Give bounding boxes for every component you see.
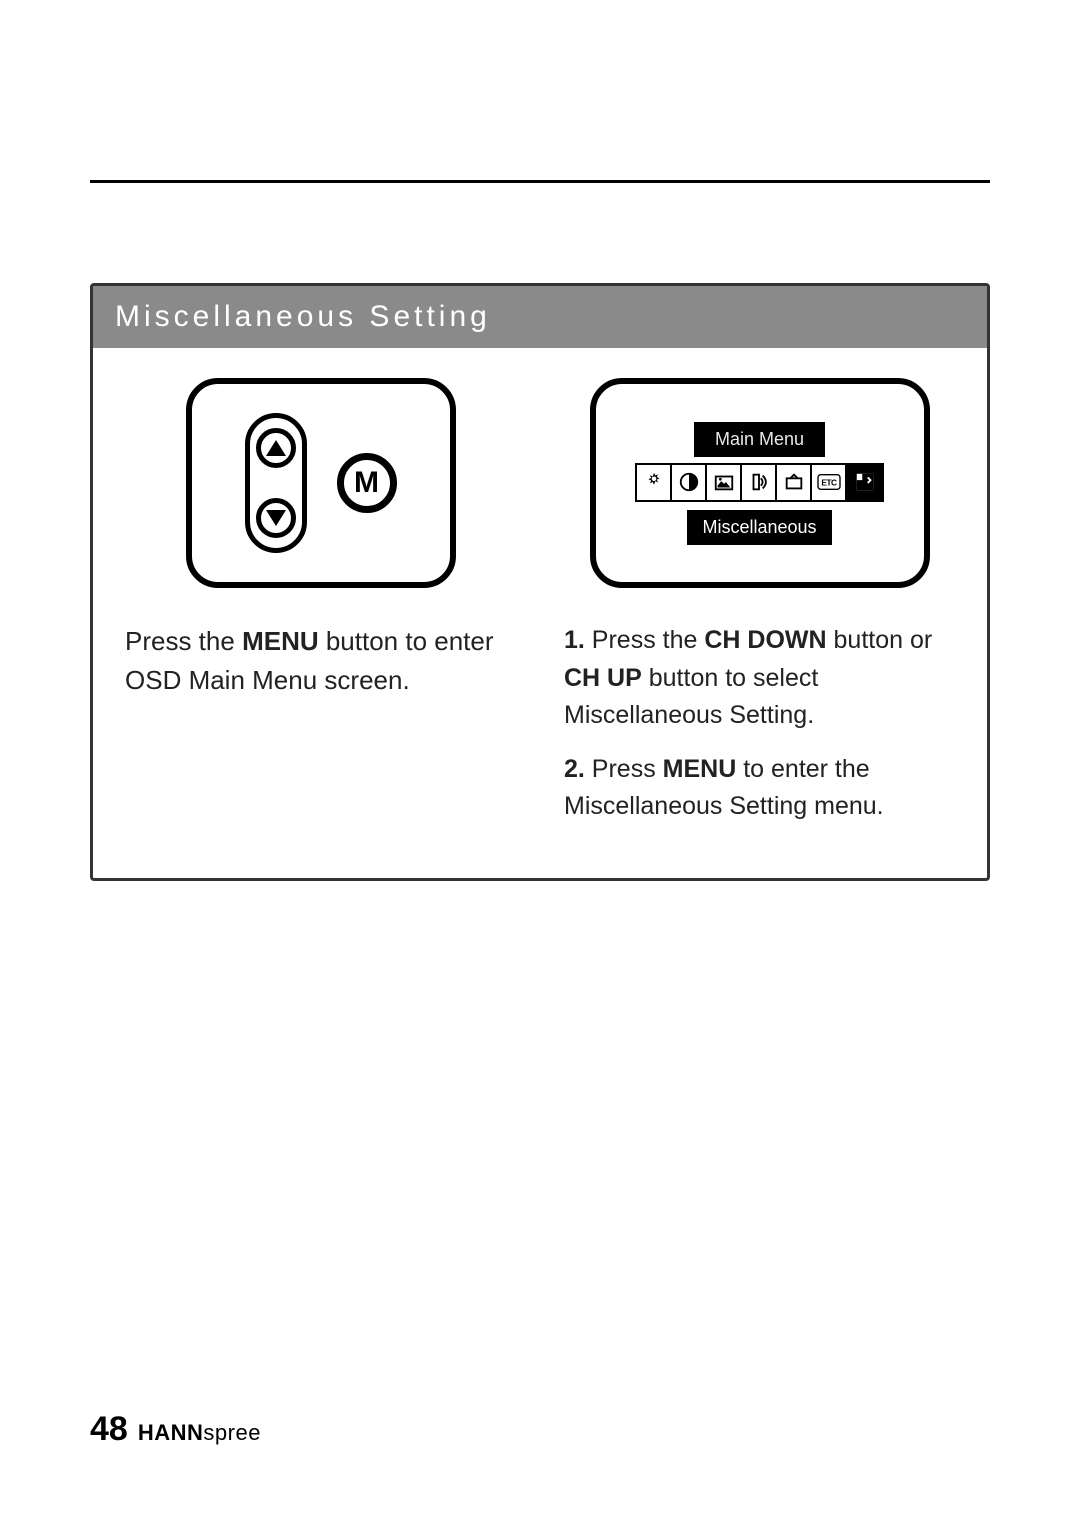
menu-icon-selected [847,465,882,500]
left-caption-bold: MENU [242,626,319,656]
menu-button-icon: M [337,453,397,513]
main-menu-label: Main Menu [694,422,825,457]
step1-b: CH DOWN [704,626,826,654]
section-body: M Press the MENU button to enter OSD Mai… [93,348,987,878]
ch-up-icon [256,428,296,468]
right-steps: 1. Press the CH DOWN button or CH UP but… [560,622,959,842]
step-2: 2. Press MENU to enter the Miscellaneous… [564,751,955,826]
brand-thin: spree [203,1420,261,1445]
channel-rocker [245,413,307,553]
menu-letter: M [354,466,379,500]
menu-icon [742,465,777,500]
menu-icon [672,465,707,500]
menu-icon: ETC [812,465,847,500]
brand-logo: HANNspree [138,1420,261,1446]
svg-text:ETC: ETC [821,479,837,488]
menu-icon [637,465,672,500]
remote-diagram: M [186,378,456,588]
left-column: M Press the MENU button to enter OSD Mai… [121,378,520,842]
menu-icon-row: ETC [635,463,884,502]
step1-num: 1. [564,626,585,654]
step-1: 1. Press the CH DOWN button or CH UP but… [564,622,955,735]
section-title: Miscellaneous Setting [93,286,987,348]
left-caption: Press the MENU button to enter OSD Main … [121,622,520,700]
step1-c: button or [827,626,933,654]
misc-label: Miscellaneous [687,510,831,545]
page-footer: 48 HANNspree [90,1410,261,1449]
right-column: Main Menu [560,378,959,842]
step2-b: MENU [663,755,737,783]
brand-bold: HANN [138,1420,204,1445]
menu-icon [707,465,742,500]
step1-a: Press the [585,626,705,654]
step2-a: Press [585,755,663,783]
manual-page: Miscellaneous Setting M Press the MENU b… [0,0,1080,1529]
section-box: Miscellaneous Setting M Press the MENU b… [90,283,990,881]
top-rule [90,180,990,183]
menu-icon [777,465,812,500]
osd-screen: Main Menu [590,378,930,588]
ch-down-icon [256,498,296,538]
step2-num: 2. [564,755,585,783]
page-number: 48 [90,1410,128,1449]
left-caption-pre: Press the [125,626,242,656]
step1-d: CH UP [564,664,642,692]
